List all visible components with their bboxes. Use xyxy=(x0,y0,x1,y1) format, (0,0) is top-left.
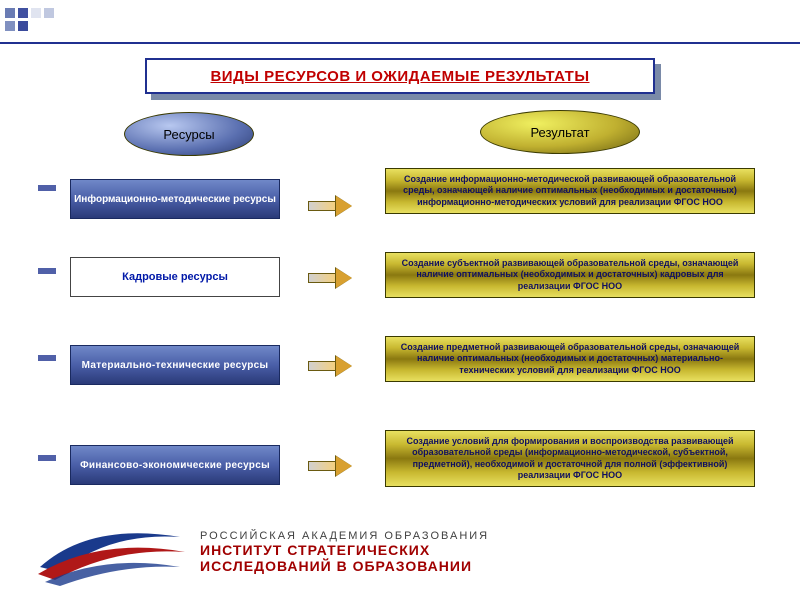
oval-result-label: Результат xyxy=(530,125,589,140)
title-container: ВИДЫ РЕСУРСОВ И ОЖИДАЕМЫЕ РЕЗУЛЬТАТЫ xyxy=(145,58,655,94)
bullet-marker xyxy=(38,185,56,191)
page-title: ВИДЫ РЕСУРСОВ И ОЖИДАЕМЫЕ РЕЗУЛЬТАТЫ xyxy=(210,68,589,85)
corner-decoration xyxy=(0,8,120,33)
arrow-icon xyxy=(308,268,352,288)
footer-line2: ИНСТИТУТ СТРАТЕГИЧЕСКИХ xyxy=(200,542,489,558)
footer-line3: ИССЛЕДОВАНИЙ В ОБРАЗОВАНИИ xyxy=(200,558,489,574)
resource-box: Информационно-методические ресурсы xyxy=(70,179,280,219)
arrow-icon xyxy=(308,356,352,376)
arrow-icon xyxy=(308,196,352,216)
bullet-marker xyxy=(38,355,56,361)
resource-box: Финансово-экономические ресурсы xyxy=(70,445,280,485)
oval-resources-label: Ресурсы xyxy=(163,127,214,142)
bullet-marker xyxy=(38,455,56,461)
bullet-marker xyxy=(38,268,56,274)
swoosh-icon xyxy=(30,512,190,592)
result-box: Создание предметной развивающей образова… xyxy=(385,336,755,382)
resource-box: Кадровые ресурсы xyxy=(70,257,280,297)
result-box: Создание субъектной развивающей образова… xyxy=(385,252,755,298)
oval-resources: Ресурсы xyxy=(124,112,254,156)
arrow-icon xyxy=(308,456,352,476)
footer-logo: РОССИЙСКАЯ АКАДЕМИЯ ОБРАЗОВАНИЯ ИНСТИТУТ… xyxy=(30,512,770,592)
oval-result: Результат xyxy=(480,110,640,154)
top-divider xyxy=(0,42,800,44)
resource-box: Материально-технические ресурсы xyxy=(70,345,280,385)
result-box: Создание информационно-методической разв… xyxy=(385,168,755,214)
footer-line1: РОССИЙСКАЯ АКАДЕМИЯ ОБРАЗОВАНИЯ xyxy=(200,530,489,542)
result-box: Создание условий для формирования и восп… xyxy=(385,430,755,487)
